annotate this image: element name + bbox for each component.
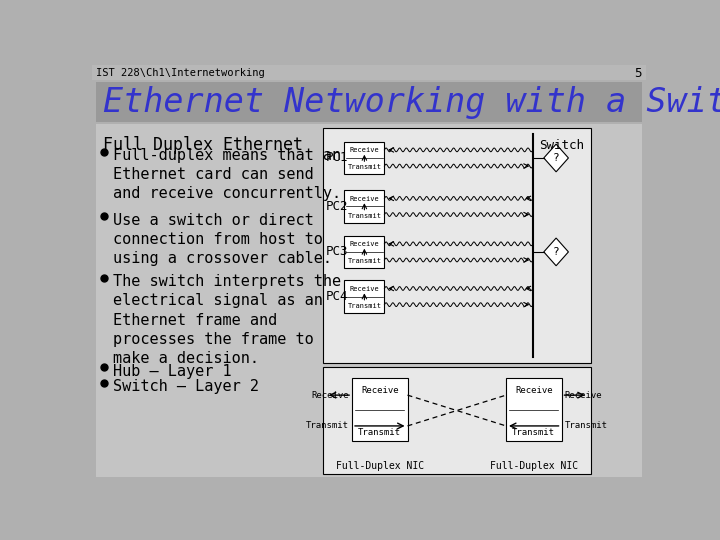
Text: Receive: Receive (361, 386, 399, 395)
FancyBboxPatch shape (323, 367, 590, 474)
Text: Full-Duplex NIC: Full-Duplex NIC (490, 461, 578, 470)
FancyBboxPatch shape (96, 82, 642, 122)
Text: Receive: Receive (349, 195, 379, 202)
Text: Transmit: Transmit (347, 303, 382, 309)
Text: Receive: Receive (564, 390, 602, 400)
FancyBboxPatch shape (96, 124, 642, 477)
Text: Transmit: Transmit (306, 421, 349, 430)
Text: ?: ? (553, 247, 559, 257)
Text: Ethernet Networking with a Switch: Ethernet Networking with a Switch (102, 86, 720, 119)
Text: Receive: Receive (515, 386, 552, 395)
FancyBboxPatch shape (344, 190, 384, 222)
FancyBboxPatch shape (344, 280, 384, 313)
Text: Transmit: Transmit (347, 213, 382, 219)
Text: Full-Duplex NIC: Full-Duplex NIC (336, 461, 424, 470)
Text: PC2: PC2 (326, 200, 348, 213)
Text: Switch: Switch (539, 139, 585, 152)
Polygon shape (544, 238, 568, 266)
Text: Transmit: Transmit (359, 428, 401, 437)
Text: The switch interprets the
electrical signal as an
Ethernet frame and
processes t: The switch interprets the electrical sig… (113, 274, 341, 366)
Text: Full-duplex means that an
Ethernet card can send
and receive concurrently.: Full-duplex means that an Ethernet card … (113, 148, 341, 201)
Text: ?: ? (553, 153, 559, 163)
Text: IST 228\Ch1\Internetworking: IST 228\Ch1\Internetworking (96, 68, 265, 78)
Text: Receive: Receive (349, 147, 379, 153)
Text: PC3: PC3 (326, 245, 348, 259)
Text: Transmit: Transmit (564, 421, 608, 430)
Text: Transmit: Transmit (347, 258, 382, 264)
Text: Transmit: Transmit (513, 428, 555, 437)
Polygon shape (544, 144, 568, 172)
FancyBboxPatch shape (344, 142, 384, 174)
FancyBboxPatch shape (344, 236, 384, 268)
FancyBboxPatch shape (352, 378, 408, 441)
Text: Hub – Layer 1: Hub – Layer 1 (113, 363, 232, 379)
FancyBboxPatch shape (323, 128, 590, 363)
Text: Transmit: Transmit (347, 164, 382, 170)
Text: Use a switch or direct
connection from host to
using a crossover cable.: Use a switch or direct connection from h… (113, 213, 333, 266)
Text: Receive: Receive (349, 286, 379, 292)
Text: PC1: PC1 (326, 151, 348, 165)
Text: Receive: Receive (349, 241, 379, 247)
Text: 5: 5 (634, 67, 642, 80)
FancyBboxPatch shape (92, 65, 647, 80)
Text: PC4: PC4 (326, 290, 348, 303)
Text: Full Duplex Ethernet: Full Duplex Ethernet (104, 136, 303, 154)
FancyBboxPatch shape (506, 378, 562, 441)
Text: Switch – Layer 2: Switch – Layer 2 (113, 379, 259, 394)
Text: Receive: Receive (311, 390, 349, 400)
